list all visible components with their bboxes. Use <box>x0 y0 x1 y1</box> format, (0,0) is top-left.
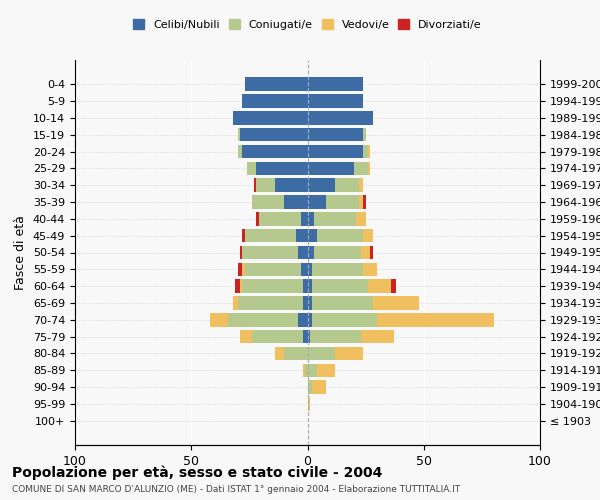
Bar <box>308 145 364 158</box>
Bar <box>364 128 365 141</box>
Bar <box>308 178 335 192</box>
Bar <box>308 78 364 91</box>
Bar <box>308 262 312 276</box>
Bar <box>259 212 301 226</box>
Bar <box>242 280 303 293</box>
Bar <box>356 212 365 226</box>
Bar <box>308 280 312 293</box>
Bar <box>364 145 368 158</box>
Bar <box>303 280 308 293</box>
Bar <box>317 229 364 242</box>
Bar <box>242 262 245 276</box>
Bar <box>317 364 335 377</box>
Bar <box>308 111 373 124</box>
Bar <box>308 229 317 242</box>
Bar <box>308 346 335 360</box>
Bar <box>245 229 296 242</box>
Bar <box>238 128 240 141</box>
Bar <box>210 313 229 326</box>
Bar <box>242 246 298 259</box>
Bar <box>308 380 312 394</box>
Bar <box>245 78 308 91</box>
Bar <box>364 262 377 276</box>
Bar <box>361 330 394 344</box>
Bar <box>233 296 238 310</box>
Bar <box>364 196 365 209</box>
Bar <box>370 246 373 259</box>
Bar <box>240 280 242 293</box>
Bar <box>240 246 242 259</box>
Bar <box>301 262 308 276</box>
Bar <box>238 296 303 310</box>
Bar <box>314 246 361 259</box>
Bar <box>284 346 308 360</box>
Bar <box>308 246 314 259</box>
Bar <box>308 212 314 226</box>
Bar <box>326 196 359 209</box>
Bar <box>391 280 396 293</box>
Bar <box>373 296 419 310</box>
Bar <box>242 229 245 242</box>
Bar <box>305 364 308 377</box>
Bar <box>301 212 308 226</box>
Bar <box>312 380 326 394</box>
Bar <box>308 94 364 108</box>
Bar <box>361 246 370 259</box>
Bar <box>308 296 312 310</box>
Bar <box>240 330 252 344</box>
Bar <box>308 397 310 410</box>
Bar <box>368 162 370 175</box>
Bar <box>335 178 359 192</box>
Bar <box>242 94 308 108</box>
Bar <box>377 313 493 326</box>
Bar <box>229 313 298 326</box>
Bar <box>359 178 363 192</box>
Bar <box>312 296 373 310</box>
Bar <box>275 346 284 360</box>
Bar <box>308 196 326 209</box>
Bar <box>354 162 368 175</box>
Bar <box>364 229 373 242</box>
Bar <box>359 196 363 209</box>
Bar <box>303 330 308 344</box>
Bar <box>254 178 256 192</box>
Bar <box>252 330 303 344</box>
Bar <box>238 145 242 158</box>
Bar <box>303 296 308 310</box>
Bar <box>284 196 308 209</box>
Bar <box>256 162 308 175</box>
Text: COMUNE DI SAN MARCO D’ALUNZIO (ME) - Dati ISTAT 1° gennaio 2004 - Elaborazione T: COMUNE DI SAN MARCO D’ALUNZIO (ME) - Dat… <box>12 485 460 494</box>
Bar <box>240 128 308 141</box>
Bar <box>335 346 363 360</box>
Bar <box>303 364 305 377</box>
Bar <box>275 178 308 192</box>
Legend: Celibi/Nubili, Coniugati/e, Vedovi/e, Divorziati/e: Celibi/Nubili, Coniugati/e, Vedovi/e, Di… <box>130 16 485 33</box>
Bar <box>238 262 242 276</box>
Bar <box>233 111 308 124</box>
Bar <box>256 178 275 192</box>
Bar <box>256 212 259 226</box>
Bar <box>310 330 361 344</box>
Bar <box>312 280 368 293</box>
Bar <box>247 162 256 175</box>
Bar <box>308 364 317 377</box>
Bar <box>308 128 364 141</box>
Bar <box>308 313 312 326</box>
Bar <box>235 280 240 293</box>
Bar <box>296 229 308 242</box>
Bar <box>368 280 391 293</box>
Bar <box>245 262 301 276</box>
Bar <box>314 212 356 226</box>
Bar <box>298 313 308 326</box>
Bar <box>368 145 370 158</box>
Bar <box>252 196 284 209</box>
Text: Popolazione per età, sesso e stato civile - 2004: Popolazione per età, sesso e stato civil… <box>12 465 382 479</box>
Bar <box>312 313 377 326</box>
Bar <box>308 162 354 175</box>
Bar <box>312 262 363 276</box>
Y-axis label: Fasce di età: Fasce di età <box>14 215 28 290</box>
Bar <box>298 246 308 259</box>
Bar <box>242 145 308 158</box>
Bar <box>308 330 310 344</box>
